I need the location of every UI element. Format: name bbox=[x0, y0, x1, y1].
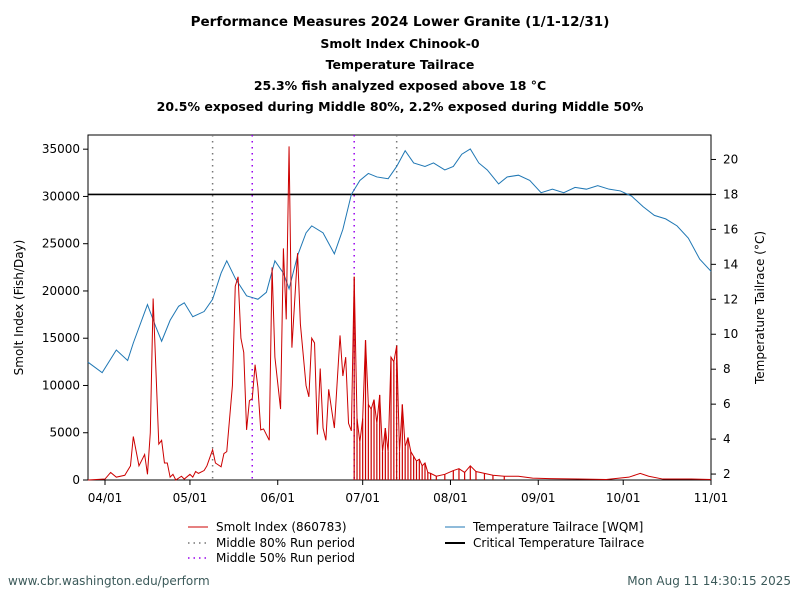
x-tick-label: 07/01 bbox=[345, 491, 380, 505]
y-right-tick-label: 10 bbox=[723, 327, 738, 341]
plot-frame bbox=[87, 134, 712, 481]
source-url[interactable]: www.cbr.washington.edu/perform bbox=[8, 574, 210, 588]
x-tick-label: 05/01 bbox=[173, 491, 208, 505]
timestamp: Mon Aug 11 14:30:15 2025 bbox=[627, 574, 791, 588]
y-right-tick-label: 16 bbox=[723, 222, 738, 236]
x-tick-label: 06/01 bbox=[260, 491, 295, 505]
y-right-tick-label: 12 bbox=[723, 292, 738, 306]
legend-label: Temperature Tailrace [WQM] bbox=[472, 520, 643, 534]
y-right-tick-label: 4 bbox=[723, 432, 731, 446]
legend: Smolt Index (860783) Temperature Tailrace… bbox=[188, 520, 644, 565]
x-tick-label: 09/01 bbox=[521, 491, 556, 505]
legend-label: Middle 80% Run period bbox=[216, 536, 355, 550]
smolt-index-line bbox=[87, 146, 712, 481]
temperature-tailrace-line bbox=[87, 148, 712, 374]
x-tick-label: 11/01 bbox=[694, 491, 729, 505]
x-tick-label: 10/01 bbox=[606, 491, 641, 505]
y-right-tick-label: 18 bbox=[723, 187, 738, 201]
y-right-tick-label: 2 bbox=[723, 467, 731, 481]
y-left-axis-label: Smolt Index (Fish/Day) bbox=[12, 240, 26, 376]
y-left-tick-label: 10000 bbox=[42, 378, 80, 392]
chart-title: Performance Measures 2024 Lower Granite … bbox=[190, 14, 610, 30]
y-right-axis-label: Temperature Tailrace (°C) bbox=[753, 231, 767, 385]
chart-subtitle-measure: Temperature Tailrace bbox=[325, 57, 475, 72]
x-tick-label: 04/01 bbox=[88, 491, 123, 505]
y-left-tick-label: 30000 bbox=[42, 189, 80, 203]
chart-subtitle-exposure: 25.3% fish analyzed exposed above 18 °C bbox=[253, 78, 547, 93]
chart-subtitle-middle-exposure: 20.5% exposed during Middle 80%, 2.2% ex… bbox=[156, 99, 644, 114]
chart-subtitle-species: Smolt Index Chinook-0 bbox=[320, 36, 480, 51]
y-left-tick-label: 35000 bbox=[42, 142, 80, 156]
y-left-tick-label: 25000 bbox=[42, 237, 80, 251]
y-right-tick-label: 8 bbox=[723, 362, 731, 376]
y-right-tick-label: 6 bbox=[723, 397, 731, 411]
legend-label: Critical Temperature Tailrace bbox=[473, 536, 644, 550]
legend-label: Middle 50% Run period bbox=[216, 551, 355, 565]
y-left-tick-label: 20000 bbox=[42, 284, 80, 298]
y-right-tick-label: 14 bbox=[723, 257, 738, 271]
y-left-tick-label: 0 bbox=[72, 473, 80, 487]
y-left-tick-label: 5000 bbox=[49, 426, 80, 440]
x-tick-label: 08/01 bbox=[433, 491, 468, 505]
y-left-tick-label: 15000 bbox=[42, 331, 80, 345]
y-right-tick-label: 20 bbox=[723, 152, 738, 166]
legend-label: Smolt Index (860783) bbox=[216, 520, 347, 534]
